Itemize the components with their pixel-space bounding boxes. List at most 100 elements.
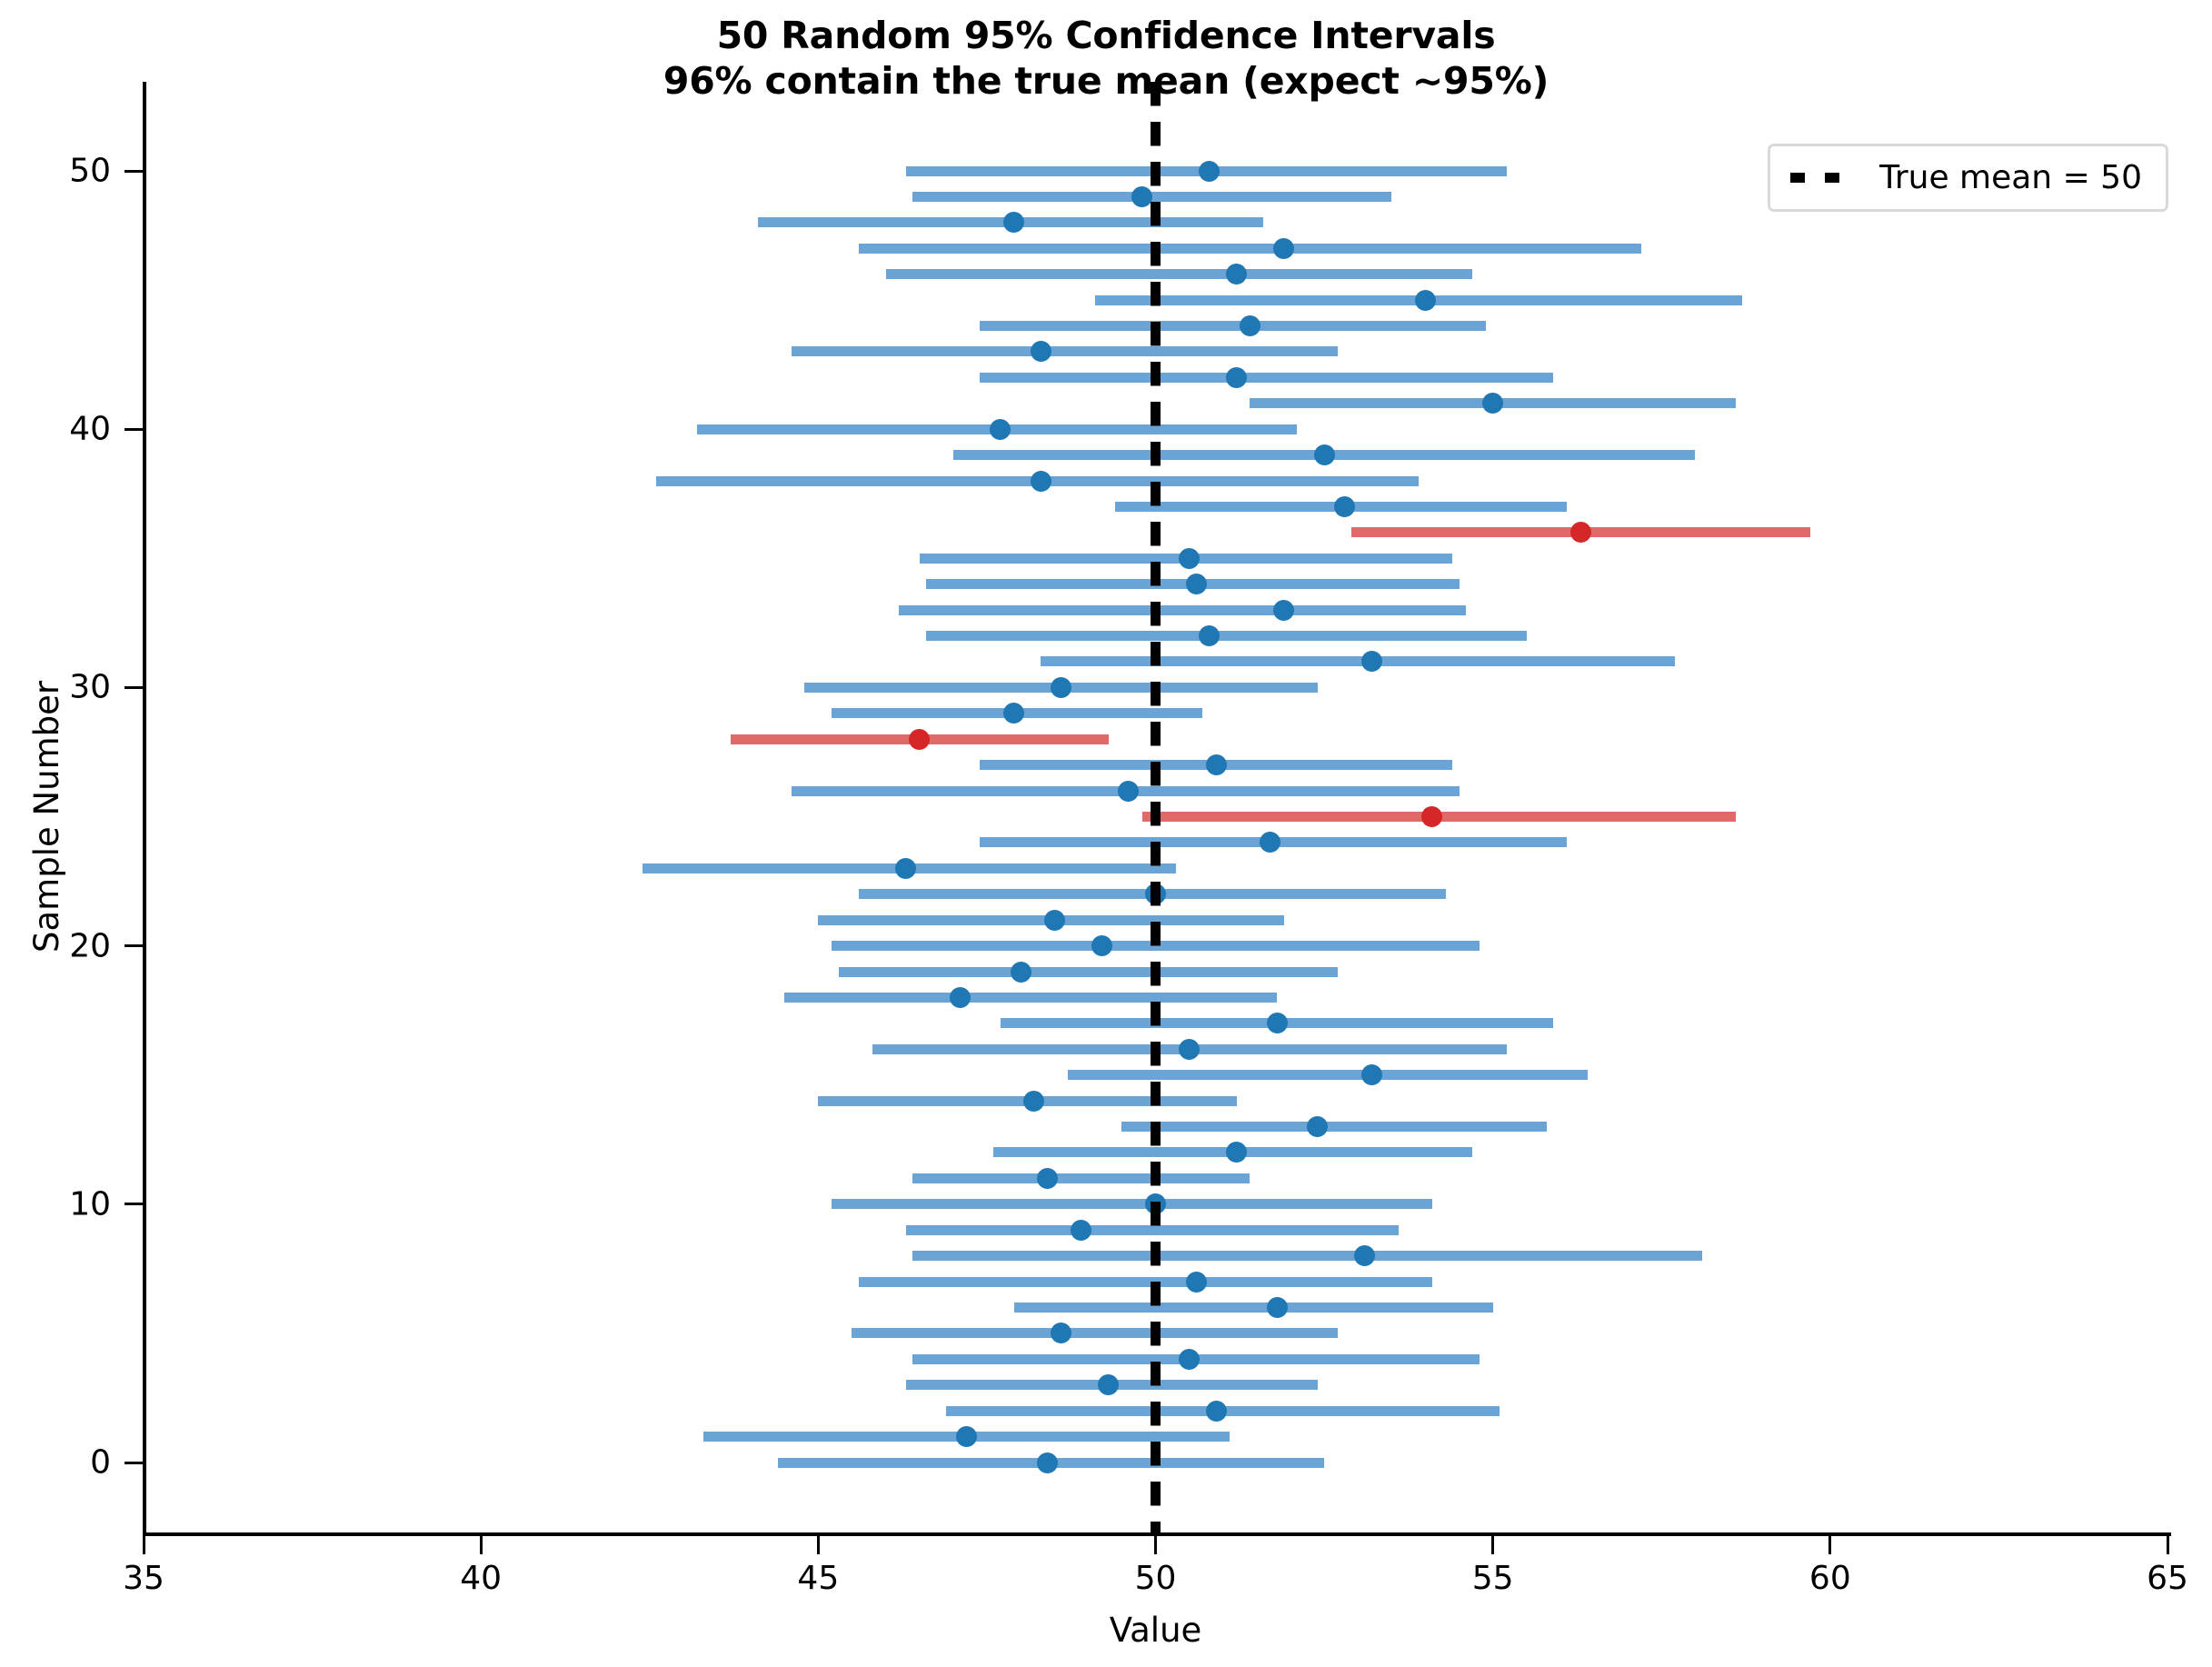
true-mean-dashed-line xyxy=(1151,82,1161,1534)
x-tick xyxy=(1491,1536,1495,1554)
y-tick xyxy=(125,685,143,689)
sample-mean-marker xyxy=(949,986,971,1008)
sample-mean-marker xyxy=(1333,495,1355,517)
sample-mean-marker xyxy=(1037,1167,1059,1189)
sample-mean-marker xyxy=(1185,574,1207,595)
sample-mean-marker xyxy=(1205,1400,1227,1422)
confidence-interval-bar xyxy=(1067,1070,1588,1081)
sample-mean-marker xyxy=(1179,1348,1201,1370)
sample-mean-marker xyxy=(1179,1038,1201,1060)
sample-mean-marker xyxy=(1179,547,1201,569)
sample-mean-marker xyxy=(1205,754,1227,776)
sample-mean-marker xyxy=(1266,1296,1288,1318)
sample-mean-marker xyxy=(1307,1116,1329,1138)
sample-mean-marker xyxy=(1131,185,1153,207)
legend-label-true-mean: True mean = 50 xyxy=(1879,159,2142,196)
confidence-interval-bar xyxy=(980,321,1487,332)
sample-mean-marker xyxy=(1071,1219,1092,1241)
sample-mean-marker xyxy=(1421,806,1443,827)
x-tick-label: 55 xyxy=(1471,1560,1514,1597)
x-tick xyxy=(1828,1536,1832,1554)
sample-mean-marker xyxy=(1266,1013,1288,1034)
sample-mean-marker xyxy=(1118,780,1140,802)
sample-mean-marker xyxy=(1226,264,1248,285)
y-tick-label: 50 xyxy=(69,152,111,190)
sample-mean-marker xyxy=(1569,522,1591,544)
y-tick xyxy=(125,427,143,431)
sample-mean-marker xyxy=(1030,341,1051,363)
sample-mean-marker xyxy=(1226,1142,1248,1163)
confidence-interval-bar xyxy=(980,372,1554,383)
chart-title-line-1: 50 Random 95% Confidence Intervals xyxy=(716,14,1496,57)
chart-title-line-2: 96% contain the true mean (expect ~95%) xyxy=(663,59,1549,104)
y-tick-label: 0 xyxy=(90,1443,111,1482)
x-tick-label: 65 xyxy=(2147,1560,2188,1597)
confidence-interval-bar xyxy=(912,1251,1702,1262)
sample-mean-marker xyxy=(1414,289,1436,311)
x-axis-label: Value xyxy=(1109,1611,1202,1650)
y-tick-label: 20 xyxy=(69,927,111,965)
sample-mean-marker xyxy=(1091,935,1112,957)
sample-mean-marker xyxy=(1273,599,1295,621)
sample-mean-marker xyxy=(990,418,1011,440)
sample-mean-marker xyxy=(1260,832,1281,853)
sample-mean-marker xyxy=(1037,1452,1059,1473)
confidence-interval-bar xyxy=(912,1173,1250,1183)
confidence-interval-bar xyxy=(926,631,1527,642)
sample-mean-marker xyxy=(909,728,931,750)
confidence-interval-bar xyxy=(791,346,1338,357)
y-axis-label: Sample Number xyxy=(27,680,66,953)
sample-mean-marker xyxy=(1030,470,1051,492)
y-axis-spine xyxy=(143,82,146,1534)
sample-mean-marker xyxy=(1199,625,1221,647)
confidence-interval-bar xyxy=(858,243,1641,254)
y-tick xyxy=(125,1203,143,1206)
x-tick xyxy=(1154,1536,1157,1554)
sample-mean-marker xyxy=(1051,1323,1072,1344)
sample-mean-marker xyxy=(1199,160,1221,182)
sample-mean-marker xyxy=(1226,366,1248,388)
y-tick xyxy=(125,944,143,948)
x-tick-label: 60 xyxy=(1808,1560,1851,1597)
chart-title: 50 Random 95% Confidence Intervals 96% c… xyxy=(0,13,2212,104)
y-tick xyxy=(125,1461,143,1464)
sample-mean-marker xyxy=(1313,444,1335,466)
sample-mean-marker xyxy=(1185,1271,1207,1293)
sample-mean-marker xyxy=(1360,1064,1382,1086)
true-mean-legend-swatch-icon xyxy=(1790,173,1860,183)
sample-mean-marker xyxy=(1003,212,1025,234)
sample-mean-marker xyxy=(1239,315,1260,337)
y-tick xyxy=(125,169,143,173)
x-tick xyxy=(2166,1536,2169,1554)
x-tick-label: 45 xyxy=(797,1560,840,1597)
confidence-interval-bar xyxy=(1013,1302,1493,1313)
x-tick-label: 40 xyxy=(460,1560,503,1597)
x-axis-spine xyxy=(143,1532,2171,1536)
sample-mean-marker xyxy=(1273,237,1295,259)
legend[interactable]: True mean = 50 xyxy=(1768,144,2168,212)
sample-mean-marker xyxy=(895,857,917,879)
sample-mean-marker xyxy=(1003,703,1025,724)
y-tick-label: 30 xyxy=(69,668,111,706)
sample-mean-marker xyxy=(1098,1374,1120,1396)
confidence-interval-bar xyxy=(1121,1122,1548,1133)
x-tick xyxy=(142,1536,145,1554)
confidence-interval-bar xyxy=(832,1199,1432,1210)
confidence-interval-bar xyxy=(858,1276,1432,1287)
sample-mean-marker xyxy=(1354,1245,1376,1267)
sample-mean-marker xyxy=(1482,393,1504,414)
sample-mean-marker xyxy=(1360,651,1382,673)
confidence-interval-bar xyxy=(885,269,1473,280)
x-tick-label: 50 xyxy=(1134,1560,1177,1597)
x-tick xyxy=(479,1536,483,1554)
sample-mean-marker xyxy=(1051,676,1072,698)
x-tick-label: 35 xyxy=(123,1560,164,1597)
confidence-interval-bar xyxy=(838,966,1338,977)
sample-mean-marker xyxy=(1023,1090,1045,1112)
y-tick-label: 40 xyxy=(69,410,111,448)
confidence-interval-bar xyxy=(784,992,1278,1003)
confidence-interval-bar xyxy=(1041,656,1676,667)
sample-mean-marker xyxy=(1010,961,1031,983)
x-tick xyxy=(816,1536,820,1554)
